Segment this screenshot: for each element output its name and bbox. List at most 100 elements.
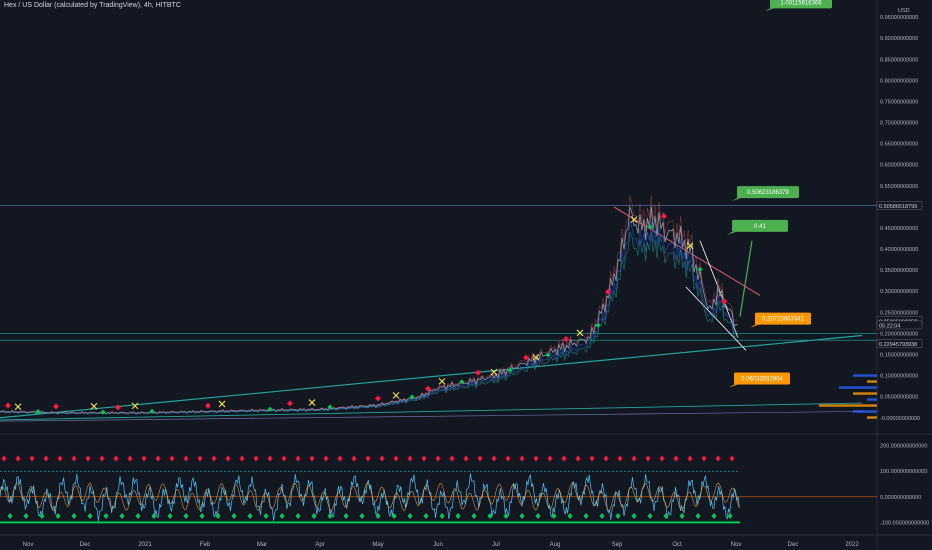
oscillator-buy-marker — [375, 512, 381, 519]
oscillator-sell-marker — [113, 455, 119, 462]
oscillator-buy-marker — [23, 512, 29, 519]
oscillator-tick-label: 200.000000000000 — [880, 444, 927, 450]
price-tick-label: -0.00000000000 — [880, 416, 920, 422]
price-tick-label: 0.85000000000 — [880, 57, 918, 63]
oscillator-buy-marker — [279, 512, 285, 519]
oscillator-buy-marker — [567, 512, 573, 519]
oscillator-sell-marker — [169, 455, 175, 462]
time-tick-label: Sep — [612, 542, 623, 548]
oscillator-sell-marker — [127, 455, 133, 462]
price-tick-label: 0.90000000000 — [880, 36, 918, 42]
oscillator-buy-marker — [695, 512, 701, 519]
buy-diamond-marker — [100, 409, 106, 415]
oscillator-sell-marker — [99, 455, 105, 462]
axis-price-tag-text: 05:22:04 — [879, 323, 900, 329]
annotation-labels: 1.00115616366 0.50623186379 0.41 0.20720663… — [727, 0, 832, 388]
oscillator-sell-marker — [645, 455, 651, 462]
oscillator-sell-marker — [589, 455, 595, 462]
sell-diamond-marker — [287, 400, 293, 407]
oscillator-sell-marker — [561, 455, 567, 462]
sell-diamond-marker — [721, 298, 727, 305]
cross-marker — [532, 353, 540, 361]
cross-marker — [686, 242, 694, 250]
oscillator-sell-marker — [29, 455, 35, 462]
price-annotation-box — [770, 0, 832, 9]
oscillator-buy-marker — [647, 512, 653, 519]
sell-diamond-marker — [661, 213, 667, 220]
oscillator-sell-marker — [617, 455, 623, 462]
oscillator-sell-marker — [673, 455, 679, 462]
price-tick-label: 0.80000000000 — [880, 78, 918, 84]
oscillator-buy-marker — [455, 512, 461, 519]
annotation-pointer — [750, 324, 759, 328]
price-annotation-text: 0.50623186379 — [747, 190, 789, 196]
price-axis: 1.000000000000.950000000000.900000000000… — [880, 15, 920, 422]
cross-marker — [576, 329, 584, 337]
time-tick-label: Nov — [23, 542, 34, 548]
moving-average-teal — [0, 231, 739, 415]
oscillator-buy-marker — [55, 512, 61, 519]
sell-diamond-marker — [5, 402, 11, 409]
oscillator-sell-marker — [365, 455, 371, 462]
oscillator-buy-marker — [663, 512, 669, 519]
price-tick-label: 0.40000000000 — [880, 247, 918, 253]
volume-profile-bar — [867, 380, 877, 383]
oscillator-sell-marker — [449, 455, 455, 462]
cross-marker — [14, 403, 22, 411]
oscillator-sell-marker — [603, 455, 609, 462]
sell-diamond-marker — [523, 354, 529, 361]
trend-line-low — [0, 402, 863, 421]
oscillator-sell-marker — [379, 455, 385, 462]
time-axis: Nov Dec 2021 Feb Mar Apr May Jun Jul Aug Sep Oct Nov… — [23, 542, 860, 548]
oscillator-buy-marker — [295, 512, 301, 519]
oscillator-buy-marker — [407, 512, 413, 519]
time-tick-label: 2021 — [138, 542, 152, 548]
price-tick-label: 0.20000000000 — [880, 331, 918, 337]
buy-diamond-marker — [327, 404, 333, 410]
oscillator-sell-marker — [267, 455, 273, 462]
annotation-pointer — [729, 384, 738, 388]
time-tick-label: Mar — [257, 542, 267, 548]
price-tick-label: 0.25000000000 — [880, 310, 918, 316]
oscillator-sell-marker — [253, 455, 259, 462]
price-tick-label: 0.95000000000 — [880, 15, 918, 21]
volume-profile-bar — [819, 404, 877, 407]
oscillator-sell-marker — [729, 455, 735, 462]
oscillator-buy-marker — [215, 512, 221, 519]
time-tick-label: Jun — [433, 542, 443, 548]
buy-diamond-marker — [697, 266, 703, 272]
cross-marker — [308, 399, 316, 406]
oscillator-sell-marker — [631, 455, 637, 462]
time-tick-label: Nov — [731, 542, 742, 548]
oscillator-buy-marker — [151, 512, 157, 519]
oscillator-sell-marker — [225, 455, 231, 462]
oscillator-sell-marker — [575, 455, 581, 462]
oscillator-sell-marker — [323, 455, 329, 462]
oscillator-buy-marker — [727, 512, 733, 519]
oscillator-sell-marker — [715, 455, 721, 462]
price-annotation-text: 0.20720663341 — [762, 317, 804, 323]
volume-profile-bar — [867, 416, 877, 419]
projection-line — [739, 240, 753, 317]
oscillator-buy-marker — [103, 512, 109, 519]
oscillator-buy-marker — [519, 512, 525, 519]
oscillator-buy-marker — [423, 512, 429, 519]
cross-marker — [490, 368, 498, 376]
oscillator-sell-marker — [533, 455, 539, 462]
oscillator-buy-marker — [87, 512, 93, 519]
oscillator-tick-label: -100.000000000000 — [880, 520, 929, 526]
oscillator-pane — [0, 455, 877, 524]
sell-diamond-marker — [375, 395, 381, 402]
oscillator-sell-marker — [477, 455, 483, 462]
oscillator-sell-marker — [547, 455, 553, 462]
oscillator-buy-marker — [39, 512, 45, 519]
oscillator-sell-marker — [15, 455, 21, 462]
buy-diamond-marker — [149, 408, 155, 414]
buy-diamond-marker — [545, 352, 551, 358]
price-annotation-box — [737, 186, 799, 199]
chart-title: Hex / US Dollar (calculated by TradingVi… — [4, 2, 181, 9]
oscillator-buy-marker — [183, 512, 189, 519]
oscillator-sell-marker — [505, 455, 511, 462]
